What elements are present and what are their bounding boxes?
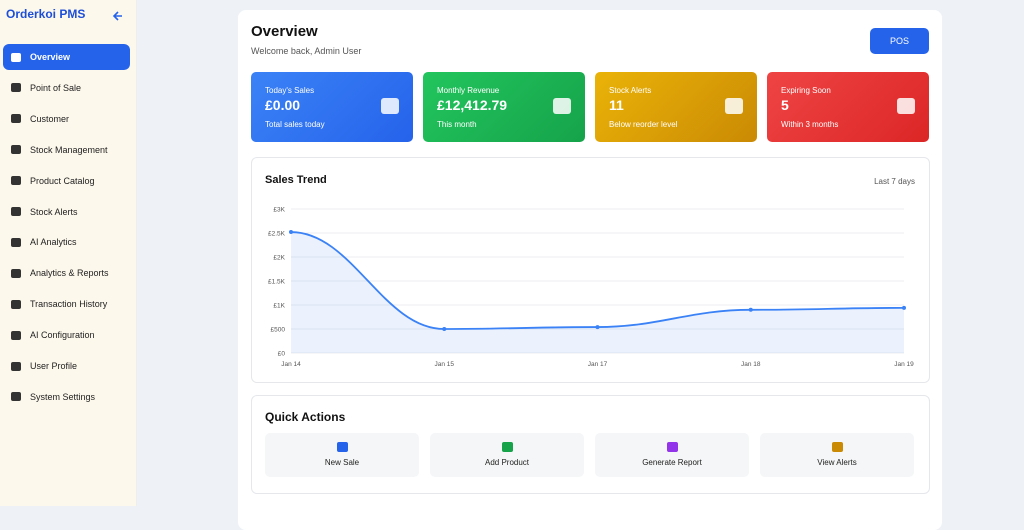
nav-icon bbox=[11, 52, 21, 62]
chart-subtitle: Last 7 days bbox=[874, 177, 915, 186]
page: Orderkoi PMS Overview Point of Sale Custom… bbox=[0, 0, 942, 530]
nav-label[interactable]: AI Configuration bbox=[30, 330, 95, 341]
nav-icon bbox=[11, 237, 21, 247]
y-tick-label: £2K bbox=[273, 255, 285, 262]
y-tick-label: £0 bbox=[278, 351, 286, 358]
stat-note: This month bbox=[437, 120, 477, 129]
nav-item[interactable]: Stock Management bbox=[3, 137, 130, 163]
point bbox=[595, 325, 600, 330]
stat-note: Within 3 months bbox=[781, 120, 839, 129]
action-icon bbox=[336, 442, 348, 452]
page-subtitle: Welcome back, Admin User bbox=[251, 46, 362, 56]
y-tick-label: £1K bbox=[273, 303, 285, 310]
action-icon bbox=[666, 442, 678, 452]
y-tick-label: £3K bbox=[273, 207, 285, 214]
nav-item[interactable]: User Profile bbox=[3, 353, 130, 379]
stat-icon bbox=[725, 98, 743, 114]
quick-action[interactable]: Add Product bbox=[430, 433, 584, 477]
nav-icon bbox=[11, 176, 21, 186]
nav-item[interactable]: Customer bbox=[3, 106, 130, 132]
action-icon bbox=[831, 442, 843, 452]
nav-item[interactable]: Point of Sale bbox=[3, 75, 130, 101]
x-tick-label: Jan 19 bbox=[894, 361, 914, 368]
section-title: Quick Actions bbox=[265, 410, 346, 424]
nav-label[interactable]: Product Catalog bbox=[30, 175, 95, 186]
nav-label[interactable]: Stock Management bbox=[30, 144, 108, 155]
y-tick-label: £500 bbox=[271, 327, 286, 334]
nav-icon bbox=[11, 145, 21, 155]
area bbox=[291, 232, 904, 353]
x-tick-label: Jan 17 bbox=[588, 361, 608, 368]
nav-item[interactable]: System Settings bbox=[3, 384, 130, 410]
brand: Orderkoi PMS bbox=[6, 7, 86, 21]
stat-icon bbox=[897, 98, 915, 114]
quick-action[interactable]: New Sale bbox=[265, 433, 419, 477]
stat-card: Monthly Revenue £12,412.79 This month bbox=[423, 72, 585, 142]
action-label[interactable]: View Alerts bbox=[817, 458, 857, 467]
stat-card: Expiring Soon 5 Within 3 months bbox=[767, 72, 929, 142]
action-label[interactable]: Generate Report bbox=[642, 458, 702, 467]
action-label[interactable]: Add Product bbox=[484, 458, 530, 467]
action-icon bbox=[501, 442, 513, 452]
nav-item[interactable]: AI Configuration bbox=[3, 322, 130, 348]
nav-icon bbox=[11, 361, 21, 371]
pos-button[interactable]: POS bbox=[870, 28, 929, 54]
nav-item[interactable]: Analytics & Reports bbox=[3, 260, 130, 286]
chart: Sales Trend Last 7 days £0 £500 £1K £1.5K £2K £… bbox=[265, 174, 915, 368]
stat-label: Expiring Soon bbox=[781, 86, 831, 95]
x-tick-label: Jan 15 bbox=[434, 361, 454, 368]
quick-action[interactable]: View Alerts bbox=[760, 433, 914, 477]
stat-value: £12,412.79 bbox=[437, 97, 508, 113]
nav-label[interactable]: Stock Alerts bbox=[30, 206, 78, 217]
chart-card: Sales Trend Last 7 days £0 £500 £1K £1.5K £2K £… bbox=[251, 157, 930, 383]
nav-item[interactable]: AI Analytics bbox=[3, 229, 130, 255]
nav-item[interactable]: Product Catalog bbox=[3, 168, 130, 194]
nav-label[interactable]: Customer bbox=[30, 113, 70, 124]
stat-label: Stock Alerts bbox=[609, 86, 652, 95]
nav-icon bbox=[11, 392, 21, 402]
nav-icon bbox=[11, 207, 21, 216]
nav-label[interactable]: Analytics & Reports bbox=[30, 268, 109, 279]
point bbox=[748, 307, 753, 312]
stat-label: Today's Sales bbox=[265, 86, 315, 95]
point bbox=[289, 230, 293, 235]
nav-label[interactable]: AI Analytics bbox=[30, 237, 77, 248]
stat-note: Below reorder level bbox=[609, 120, 678, 129]
nav-item[interactable]: Stock Alerts bbox=[3, 199, 130, 225]
sidebar: Orderkoi PMS Overview Point of Sale Custom… bbox=[0, 0, 137, 506]
point bbox=[902, 305, 906, 310]
stat-value: 11 bbox=[609, 97, 624, 113]
nav-icon bbox=[11, 83, 21, 93]
stat-label: Monthly Revenue bbox=[437, 86, 500, 95]
quick-action[interactable]: Generate Report bbox=[595, 433, 749, 477]
nav-icon bbox=[11, 268, 21, 278]
stat-value: 5 bbox=[781, 97, 789, 113]
page-title: Overview bbox=[251, 23, 318, 40]
collapse-button[interactable] bbox=[112, 10, 124, 22]
stat-card: Today's Sales £0.00 Total sales today bbox=[251, 72, 413, 142]
x-tick-label: Jan 18 bbox=[741, 361, 761, 368]
nav-label[interactable]: System Settings bbox=[30, 391, 96, 402]
nav-label[interactable]: User Profile bbox=[30, 361, 78, 371]
chart-title: Sales Trend bbox=[265, 174, 327, 186]
pos-label[interactable]: POS bbox=[889, 36, 909, 46]
stat-card: Stock Alerts 11 Below reorder level bbox=[595, 72, 757, 142]
nav-label[interactable]: Point of Sale bbox=[30, 82, 82, 93]
x-tick-label: Jan 14 bbox=[281, 361, 301, 368]
stat-icon bbox=[553, 98, 571, 114]
y-tick-label: £1.5K bbox=[268, 279, 286, 286]
stat-value: £0.00 bbox=[265, 97, 301, 113]
nav-icon bbox=[11, 114, 21, 124]
point bbox=[442, 327, 447, 331]
y-tick-label: £2.5K bbox=[268, 231, 286, 238]
nav-icon bbox=[11, 330, 21, 340]
nav-label[interactable]: Overview bbox=[30, 52, 71, 62]
nav-item[interactable]: Transaction History bbox=[3, 291, 130, 317]
action-label[interactable]: New Sale bbox=[324, 458, 360, 467]
stat-icon bbox=[381, 98, 399, 114]
nav-item[interactable]: Overview bbox=[3, 44, 130, 70]
nav-label[interactable]: Transaction History bbox=[30, 299, 108, 310]
nav-icon bbox=[11, 299, 21, 309]
stat-note: Total sales today bbox=[265, 120, 325, 129]
